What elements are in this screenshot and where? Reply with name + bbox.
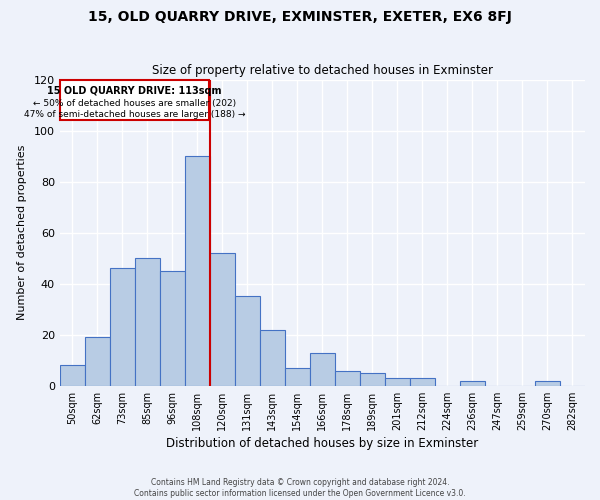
Text: 47% of semi-detached houses are larger (188) →: 47% of semi-detached houses are larger (… bbox=[23, 110, 245, 119]
Bar bbox=[335, 370, 360, 386]
Bar bbox=[235, 296, 260, 386]
Bar bbox=[260, 330, 285, 386]
Text: ← 50% of detached houses are smaller (202): ← 50% of detached houses are smaller (20… bbox=[33, 98, 236, 108]
Bar bbox=[60, 366, 85, 386]
X-axis label: Distribution of detached houses by size in Exminster: Distribution of detached houses by size … bbox=[166, 437, 479, 450]
Text: Contains HM Land Registry data © Crown copyright and database right 2024.
Contai: Contains HM Land Registry data © Crown c… bbox=[134, 478, 466, 498]
Text: 15, OLD QUARRY DRIVE, EXMINSTER, EXETER, EX6 8FJ: 15, OLD QUARRY DRIVE, EXMINSTER, EXETER,… bbox=[88, 10, 512, 24]
FancyBboxPatch shape bbox=[60, 80, 209, 120]
Title: Size of property relative to detached houses in Exminster: Size of property relative to detached ho… bbox=[152, 64, 493, 77]
Bar bbox=[410, 378, 435, 386]
Bar bbox=[385, 378, 410, 386]
Bar bbox=[185, 156, 210, 386]
Bar bbox=[360, 373, 385, 386]
Bar bbox=[160, 271, 185, 386]
Bar bbox=[85, 338, 110, 386]
Bar bbox=[285, 368, 310, 386]
Bar bbox=[535, 380, 560, 386]
Text: 15 OLD QUARRY DRIVE: 113sqm: 15 OLD QUARRY DRIVE: 113sqm bbox=[47, 86, 221, 96]
Bar bbox=[135, 258, 160, 386]
Bar bbox=[310, 352, 335, 386]
Y-axis label: Number of detached properties: Number of detached properties bbox=[17, 145, 27, 320]
Bar bbox=[110, 268, 135, 386]
Bar bbox=[210, 253, 235, 386]
Bar bbox=[460, 380, 485, 386]
